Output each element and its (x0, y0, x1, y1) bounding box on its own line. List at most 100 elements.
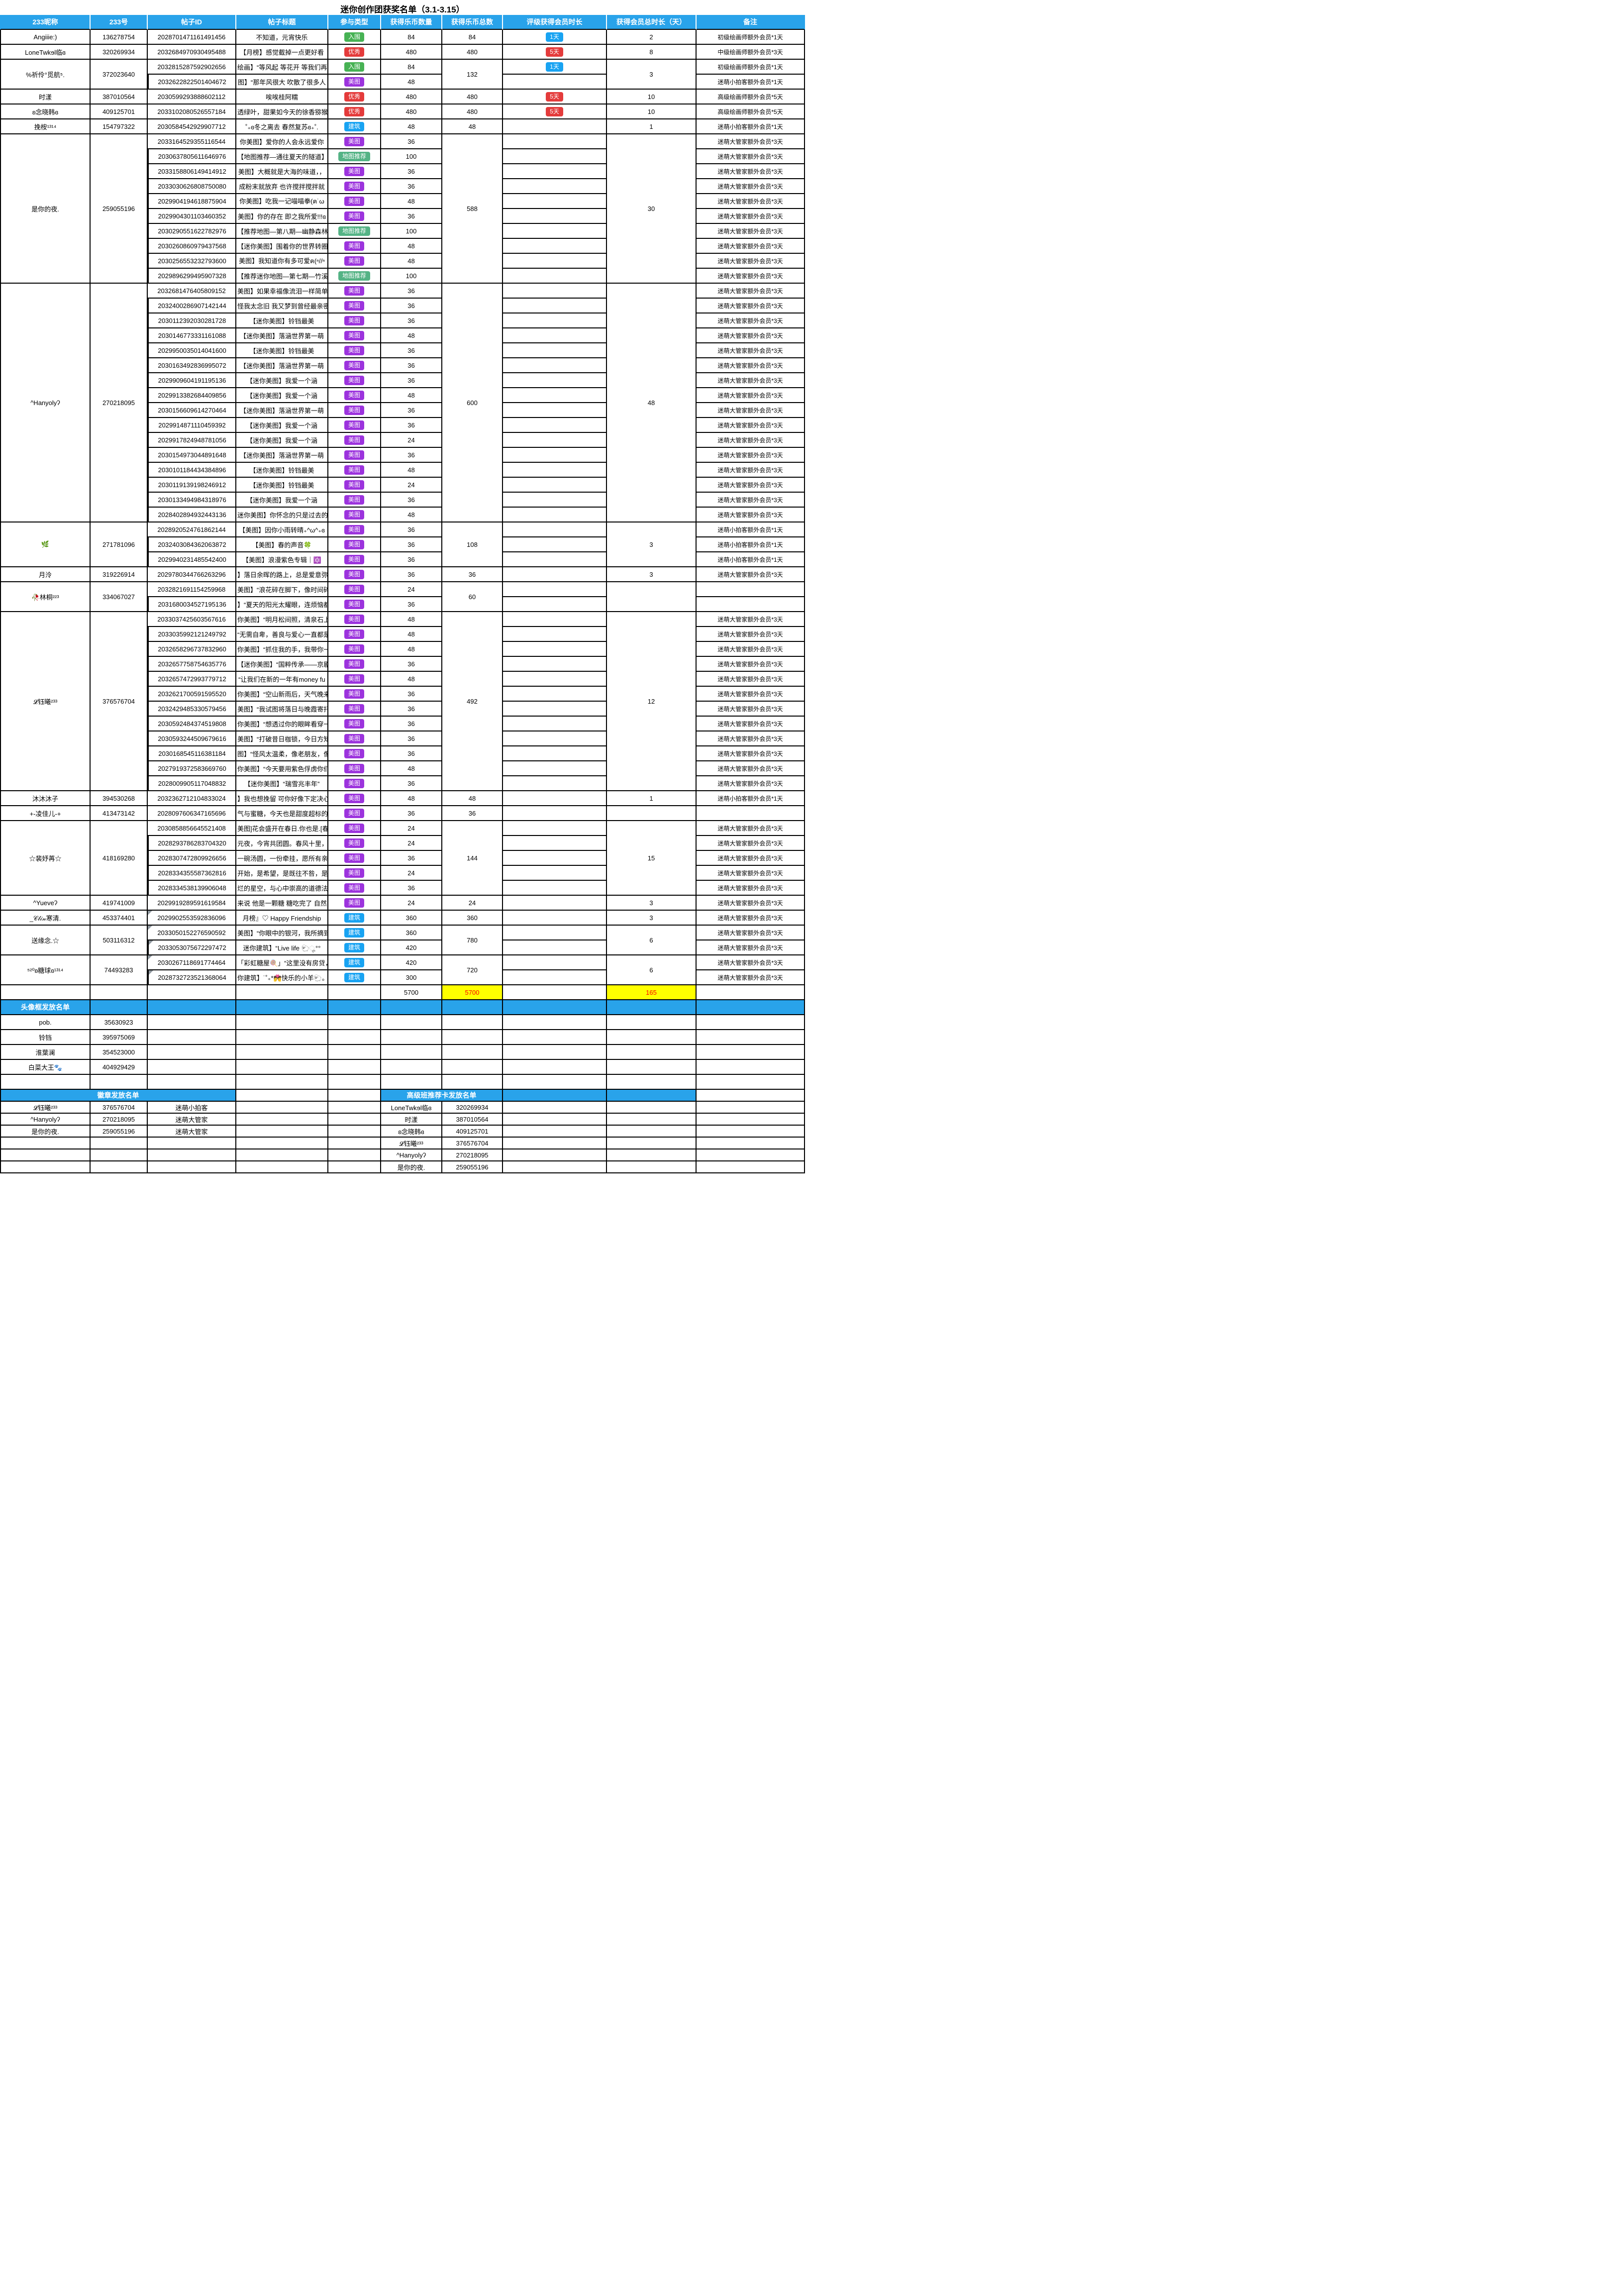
cell-coins[interactable]: 48 (381, 642, 442, 657)
cell-nickname[interactable]: ʚ念晓韩ɞ (381, 1126, 442, 1138)
cell-participation-type[interactable]: 美图 (328, 478, 381, 493)
cell-empty[interactable] (148, 1149, 236, 1161)
cell-remark[interactable]: 迷萌大管家额外会员*3天 (697, 269, 805, 284)
cell-number[interactable]: 74493283 (91, 955, 148, 985)
cell-post-title[interactable]: 【迷你美图】“国粹传承——京剧 (236, 657, 328, 672)
cell-rating-duration[interactable] (503, 537, 607, 552)
cell-rating-duration[interactable] (503, 746, 607, 761)
cell-participation-type[interactable]: 美图 (328, 313, 381, 328)
cell-number[interactable]: 419741009 (91, 896, 148, 911)
cell-number[interactable]: 404929429 (91, 1060, 148, 1075)
cell-coins[interactable]: 48 (381, 239, 442, 254)
cell-participation-type[interactable]: 美图 (328, 448, 381, 463)
cell-coins[interactable]: 36 (381, 687, 442, 702)
cell-participation-type[interactable]: 美图 (328, 373, 381, 388)
cell-rating-duration[interactable] (503, 194, 607, 209)
cell-post-id[interactable]: 2032657472993779712 (148, 672, 236, 687)
cell-post-title[interactable]: 【推荐迷你地图—第七期—竹溪】 (236, 269, 328, 284)
totals-coins[interactable]: 5700 (381, 985, 442, 1000)
cell-nickname[interactable]: 是你的夜. (381, 1161, 442, 1173)
cell-post-id[interactable]: 2033102080526557184 (148, 104, 236, 119)
cell-post-id[interactable]: 2030119139198246912 (148, 478, 236, 493)
cell-empty[interactable] (503, 1075, 607, 1090)
cell-rating-duration[interactable]: 1天 (503, 30, 607, 45)
cell-coins[interactable]: 24 (381, 866, 442, 881)
cell-empty[interactable] (503, 1138, 607, 1149)
cell-coins[interactable]: 36 (381, 522, 442, 537)
cell-coins[interactable]: 300 (381, 970, 442, 985)
cell-empty[interactable] (697, 1000, 805, 1015)
cell-coins[interactable]: 24 (381, 582, 442, 597)
cell-empty[interactable] (697, 985, 805, 1000)
cell-nickname[interactable]: ^Yueveʔ (0, 896, 91, 911)
cell-post-title[interactable]: 来说 他是一颗糖 糖吃完了 自然 (236, 896, 328, 911)
cell-nickname[interactable]: pob. (0, 1015, 91, 1030)
cell-remark[interactable]: 初级绘画师额外会员*1天 (697, 30, 805, 45)
cell-post-id[interactable]: 2030599293888602112 (148, 90, 236, 104)
cell-coins[interactable]: 36 (381, 731, 442, 746)
cell-days-total[interactable]: 6 (607, 926, 697, 955)
cell-remark[interactable]: 迷萌大管家额外会员*3天 (697, 134, 805, 149)
cell-participation-type[interactable]: 优秀 (328, 45, 381, 60)
cell-post-id[interactable]: 2030133494984318976 (148, 493, 236, 508)
cell-days-total[interactable]: 48 (607, 284, 697, 522)
cell-empty[interactable] (503, 1126, 607, 1138)
cell-remark[interactable]: 迷萌大管家额外会员*3天 (697, 493, 805, 508)
cell-rating-duration[interactable] (503, 119, 607, 134)
cell-nickname[interactable]: 是你的夜. (0, 134, 91, 284)
cell-post-id[interactable]: 2028009905117048832 (148, 776, 236, 791)
cell-rating-duration[interactable] (503, 597, 607, 612)
cell-participation-type[interactable]: 地图推荐 (328, 149, 381, 164)
cell-rating-duration[interactable] (503, 627, 607, 642)
cell-empty[interactable] (697, 1015, 805, 1030)
cell-post-id[interactable]: 2030592484374519808 (148, 717, 236, 731)
cell-empty[interactable] (328, 1045, 381, 1060)
cell-post-id[interactable]: 2029919289591619584 (148, 896, 236, 911)
cell-post-title[interactable]: 【迷你美图】围着你的世界转圈 (236, 239, 328, 254)
cell-post-title[interactable]: 【迷你美图】铃铛最美 (236, 478, 328, 493)
cell-post-title[interactable]: 】“夏天的阳光太耀眼，连烦恼都 (236, 597, 328, 612)
cell-empty[interactable] (503, 1090, 607, 1102)
cell-remark[interactable]: 迷萌大管家额外会员*3天 (697, 836, 805, 851)
cell-participation-type[interactable]: 建筑 (328, 940, 381, 955)
cell-empty[interactable] (148, 1075, 236, 1090)
cell-coins-total[interactable]: 36 (442, 806, 503, 821)
cell-post-title[interactable]: 【迷你美图】我爱一个涵 (236, 418, 328, 433)
cell-nickname[interactable]: ^Hanyolyʔ (381, 1149, 442, 1161)
cell-post-title[interactable]: 开始，是希望，是既往不咎，是 (236, 866, 328, 881)
cell-post-title[interactable]: 你美图】吃我一记喵喵拳(ฅ˙ω (236, 194, 328, 209)
cell-empty[interactable] (328, 1149, 381, 1161)
cell-remark[interactable]: 初级绘画师额外会员*1天 (697, 60, 805, 75)
cell-empty[interactable] (442, 1000, 503, 1015)
cell-coins[interactable]: 36 (381, 403, 442, 418)
cell-coins[interactable]: 36 (381, 313, 442, 328)
cell-post-id[interactable]: 2030146773331161088 (148, 328, 236, 343)
cell-coins-total[interactable]: 780 (442, 926, 503, 955)
cell-rating-duration[interactable] (503, 567, 607, 582)
cell-post-title[interactable]: 美图】“我试图将落日与晚霞寄托 (236, 702, 328, 717)
cell-coins[interactable]: 24 (381, 821, 442, 836)
cell-coins[interactable]: 360 (381, 926, 442, 940)
cell-remark[interactable]: 迷萌大管家额外会员*3天 (697, 731, 805, 746)
cell-post-title[interactable]: 你美图】“抓住我的手，我带你一 (236, 642, 328, 657)
cell-post-title[interactable]: 烂的星空，与心中崇高的道德法 (236, 881, 328, 896)
cell-coins[interactable]: 36 (381, 164, 442, 179)
cell-empty[interactable] (607, 1126, 697, 1138)
cell-remark[interactable]: 迷萌大管家额外会员*3天 (697, 702, 805, 717)
cell-post-id[interactable]: 2032362712104833024 (148, 791, 236, 806)
cell-empty[interactable] (328, 1000, 381, 1015)
cell-rating-duration[interactable] (503, 478, 607, 493)
cell-participation-type[interactable]: 建筑 (328, 911, 381, 926)
cell-rating-duration[interactable] (503, 955, 607, 970)
cell-days-total[interactable]: 6 (607, 955, 697, 985)
cell-participation-type[interactable]: 美图 (328, 284, 381, 299)
cell-participation-type[interactable]: 建筑 (328, 970, 381, 985)
cell-post-id[interactable]: 2032681476405809152 (148, 284, 236, 299)
cell-post-id[interactable]: 2030154973044891648 (148, 448, 236, 463)
cell-post-title[interactable]: 「彩虹糖屋🍭」“这里没有房贷， (236, 955, 328, 970)
cell-coins-total[interactable]: 720 (442, 955, 503, 985)
cell-rating-duration[interactable] (503, 463, 607, 478)
column-header[interactable]: 获得会员总时长（天） (607, 15, 697, 30)
cell-empty[interactable] (148, 985, 236, 1000)
cell-empty[interactable] (381, 1015, 442, 1030)
